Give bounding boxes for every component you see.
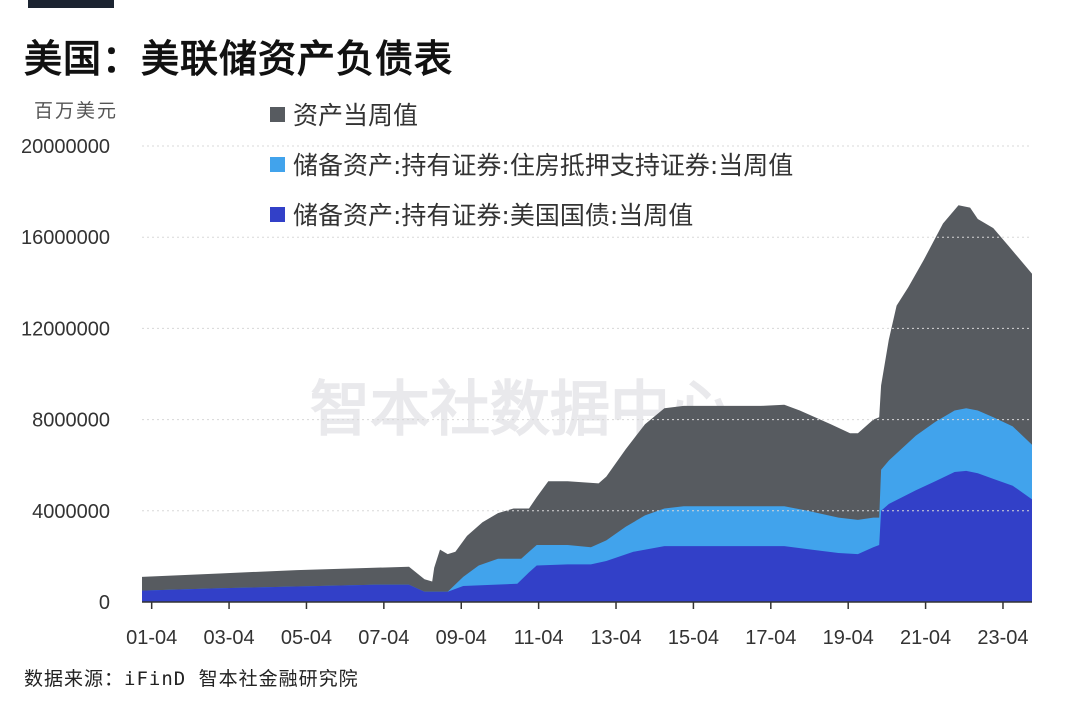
x-tick-label: 01-04 [126, 627, 177, 649]
y-tick-label: 12000000 [21, 318, 110, 340]
data-source-note: 数据来源：iFinD 智本社金融研究院 [24, 668, 359, 690]
x-tick-label: 11-04 [514, 627, 564, 649]
x-tick-label: 17-04 [745, 627, 796, 649]
legend-item-treasury: 储备资产:持有证券:美国国债:当周值 [270, 196, 693, 232]
x-tick-label: 09-04 [436, 627, 487, 649]
axis-layer: 0 4000000 8000000 12000000 16000000 20000000 0… [21, 136, 1032, 649]
page-title: 美国：美联储资产负债表 [24, 37, 454, 81]
y-tick-label: 20000000 [21, 136, 110, 158]
legend-label-mbs: 储备资产:持有证券:住房抵押支持证券:当周值 [293, 151, 794, 180]
legend-label-total-assets: 资产当周值 [293, 101, 419, 130]
header-accent-bar [28, 0, 114, 8]
legend-swatch-mbs [270, 156, 285, 172]
series-layer [142, 205, 1032, 603]
y-tick-label: 16000000 [21, 227, 110, 249]
x-tick-label: 15-04 [668, 627, 719, 649]
x-tick-label: 19-04 [823, 627, 874, 649]
x-tick-label: 03-04 [203, 627, 254, 649]
area-series-0 [142, 205, 1032, 603]
legend-swatch-treasury [270, 206, 285, 222]
y-axis-unit-label: 百万美元 [34, 100, 119, 122]
y-tick-label: 4000000 [32, 501, 110, 523]
legend-label-treasury: 储备资产:持有证券:美国国债:当周值 [293, 201, 694, 230]
y-tick-label: 8000000 [32, 410, 110, 432]
legend-swatch-total-assets [270, 106, 285, 122]
x-tick-label: 07-04 [358, 627, 409, 649]
legend-item-mbs: 储备资产:持有证券:住房抵押支持证券:当周值 [270, 146, 793, 182]
x-tick-label: 13-04 [590, 627, 641, 649]
legend-item-total-assets: 资产当周值 [270, 96, 418, 132]
area-series-2 [142, 470, 1032, 602]
x-tick-label: 23-04 [977, 627, 1028, 649]
x-tick-label: 21-04 [900, 627, 951, 649]
y-tick-label: 0 [99, 592, 110, 614]
x-tick-label: 05-04 [281, 627, 332, 649]
